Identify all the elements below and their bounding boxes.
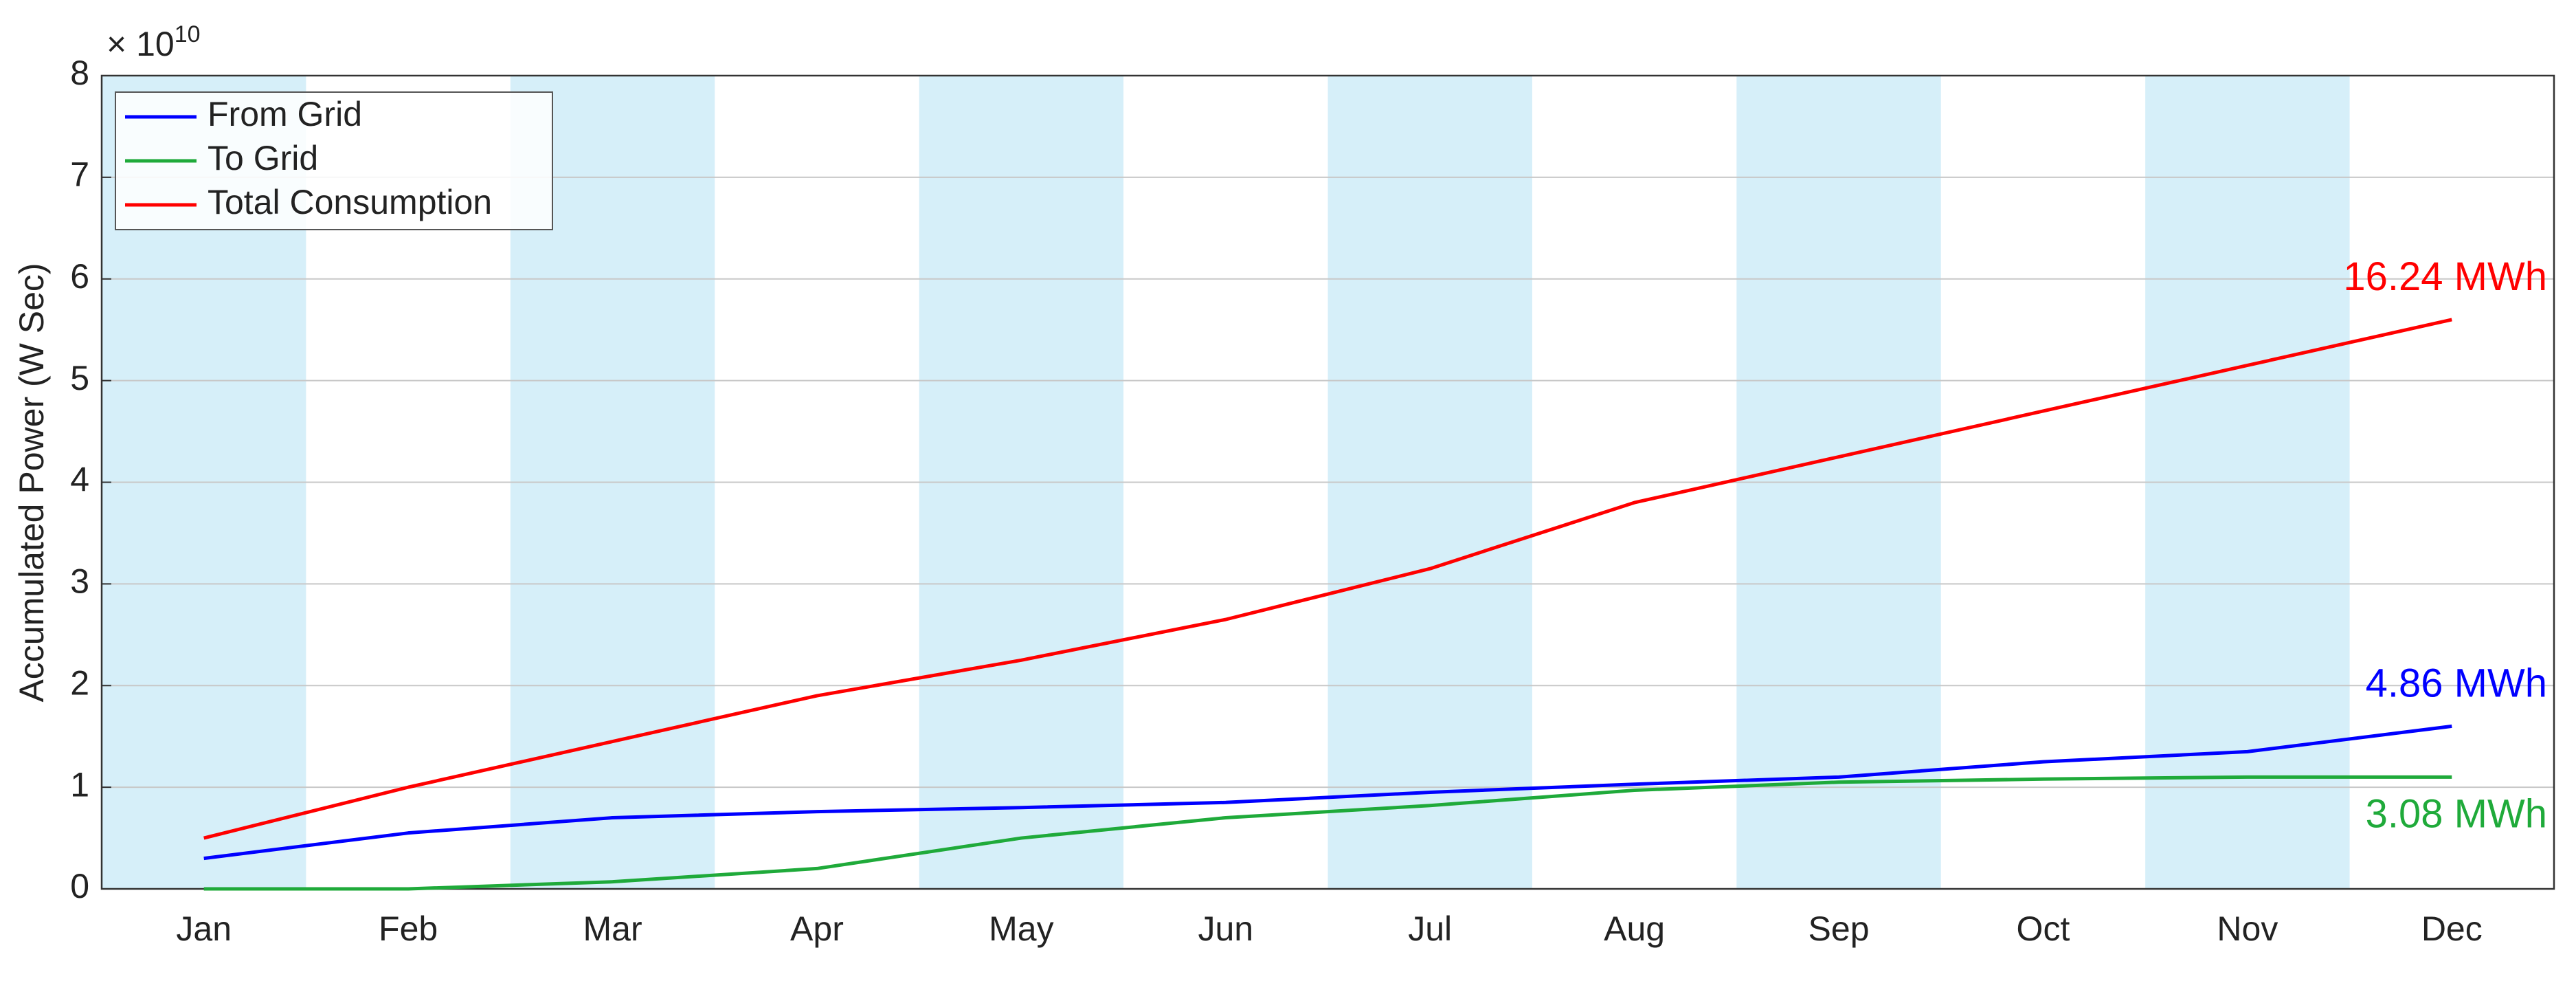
- x-tick-label: Dec: [2421, 910, 2483, 948]
- x-tick-label: Sep: [1808, 910, 1870, 948]
- y-multiplier: × 1010: [107, 21, 201, 63]
- x-tick-label: Jun: [1198, 910, 1253, 948]
- end-label: 3.08 MWh: [2366, 792, 2547, 837]
- series-line: [203, 775, 2452, 891]
- x-tick-label: Mar: [583, 910, 642, 948]
- x-tick-label: Jul: [1408, 910, 1452, 948]
- y-tick-label: 4: [70, 461, 89, 499]
- x-tick-label: May: [989, 910, 1053, 948]
- y-tick-label: 3: [70, 562, 89, 601]
- plot-frame: [100, 74, 2555, 890]
- y-tick-label: 7: [70, 155, 89, 194]
- legend-label: Total Consumption: [208, 183, 492, 221]
- y-tick-label: 5: [70, 359, 89, 397]
- x-tick-label: Nov: [2217, 910, 2278, 948]
- legend-label: From Grid: [208, 95, 362, 133]
- y-axis-label: Accumulated Power (W Sec): [12, 263, 51, 702]
- legend-label: To Grid: [208, 139, 318, 177]
- x-tick-label: Oct: [2017, 910, 2070, 948]
- multiplier-exponent: 10: [175, 21, 201, 47]
- y-tick-label: 6: [70, 257, 89, 296]
- x-tick-label: Jan: [176, 910, 232, 948]
- x-tick-label: Aug: [1604, 910, 1665, 948]
- end-label: 4.86 MWh: [2366, 661, 2547, 706]
- y-tick-label: 0: [70, 867, 89, 905]
- series-line: [203, 318, 2452, 840]
- y-tick-label: 8: [70, 54, 89, 92]
- x-tick-label: Feb: [379, 910, 438, 948]
- end-label: 16.24 MWh: [2343, 254, 2547, 299]
- y-tick-label: 2: [70, 663, 89, 702]
- x-tick-label: Apr: [790, 910, 844, 948]
- multiplier-base: × 10: [107, 25, 175, 63]
- series-line: [203, 724, 2452, 861]
- y-tick-label: 1: [70, 765, 89, 804]
